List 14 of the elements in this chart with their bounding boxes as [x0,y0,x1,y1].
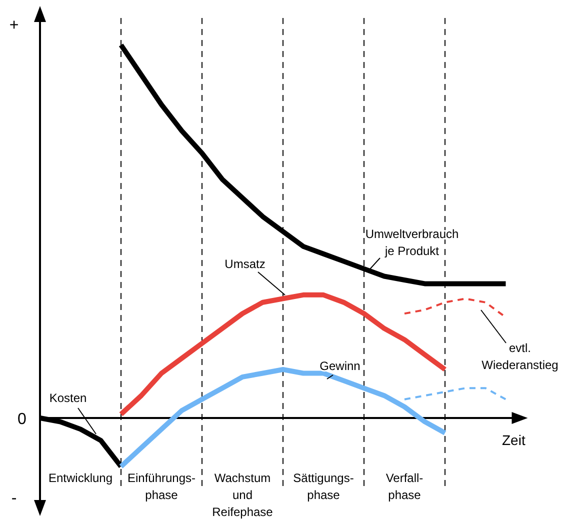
x-tick-label: Verfall- phase [386,471,424,502]
x-axis-title: Zeit [502,432,526,448]
x-tick-label: Sättigungs- phase [293,471,354,502]
annotation: evtl. Wiederanstieg [482,341,558,372]
text: 0 [18,411,27,428]
x-tick-label: Wachstum und Reifephase [212,471,274,519]
series-label: Kosten [49,391,87,405]
series-label: Gewinn [320,359,360,373]
text: Umsatz [224,257,266,271]
series-label: Umweltverbrauch je Produkt [365,227,459,258]
text: + [9,17,19,34]
x-tick-label: Entwicklung [48,471,113,485]
text: - [11,490,17,507]
x-tick-label: Einführungs- phase [127,471,196,502]
